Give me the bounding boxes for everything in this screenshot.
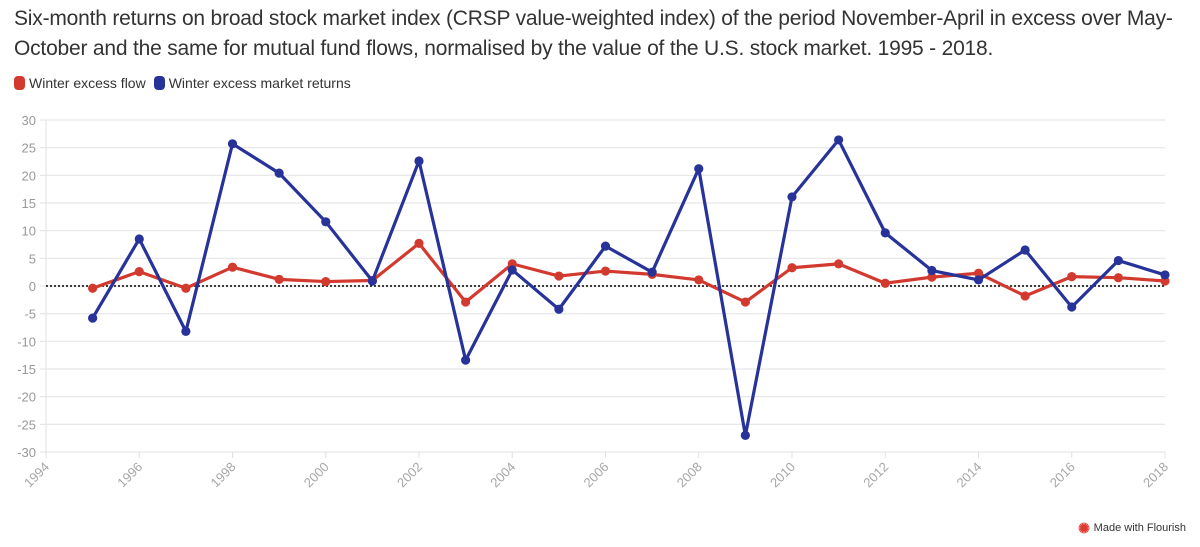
y-axis: 30 25 20 15 10 5 0 -5 -10 -15 -20 -25 -30 [17,113,47,460]
made-with-flourish[interactable]: Made with Flourish [1078,522,1186,534]
data-point-market-returns[interactable] [834,135,844,145]
legend-item-market-returns[interactable]: Winter excess market returns [153,75,351,91]
data-point-flow[interactable] [1020,291,1030,301]
data-point-market-returns[interactable] [227,139,238,149]
data-point-flow[interactable] [414,238,424,248]
data-point-flow[interactable] [927,272,937,282]
x-tick-label: 1996 [114,459,145,490]
x-tick-label: 2018 [1140,459,1171,490]
data-point-market-returns[interactable] [740,430,750,440]
y-tick-label: -30 [17,445,36,460]
data-point-flow[interactable] [461,297,471,307]
data-point-flow[interactable] [134,267,144,277]
x-axis: 1994 1996 1998 2000 2002 2004 2006 2008 2010 2012… [21,452,1171,490]
legend-label-market-returns: Winter excess market returns [168,75,351,91]
data-point-flow[interactable] [973,268,984,278]
x-tick-label: 1998 [208,459,239,490]
data-point-market-returns[interactable] [1113,255,1123,266]
series-flow [88,238,1170,307]
y-tick-label: 5 [29,251,36,266]
data-point-market-returns[interactable] [274,168,284,178]
x-tick-label: 2012 [860,459,891,490]
y-tick-label: 25 [22,141,36,156]
series-line-flow [91,241,1167,304]
data-point-flow[interactable] [787,263,797,273]
x-tick-label: 2008 [674,459,705,490]
data-point-market-returns[interactable] [1020,245,1030,255]
x-tick-label: 2006 [581,459,612,490]
data-point-market-returns[interactable] [414,156,424,166]
data-point-market-returns[interactable] [554,304,564,314]
legend: Winter excess flow Winter excess market … [14,75,359,91]
data-point-flow[interactable] [88,283,98,293]
x-tick-label: 2002 [394,459,425,490]
data-point-flow[interactable] [834,259,844,269]
data-point-market-returns[interactable] [181,326,191,336]
data-point-market-returns[interactable] [880,228,890,238]
data-point-market-returns[interactable] [367,276,377,286]
y-tick-label: 0 [29,279,36,294]
data-point-market-returns[interactable] [321,217,331,227]
data-point-market-returns[interactable] [461,355,471,365]
data-point-flow[interactable] [880,278,890,288]
y-tick-label: -25 [17,417,36,432]
series-line-market-returns [91,138,1167,437]
x-tick-label: 2016 [1047,459,1078,490]
y-tick-label: -20 [17,390,36,405]
y-tick-label: 30 [22,113,36,128]
data-point-flow[interactable] [321,276,331,287]
y-tick-label: 20 [22,168,36,183]
data-point-market-returns[interactable] [1067,302,1077,312]
x-tick-label: 2004 [487,459,518,490]
data-point-flow[interactable] [227,262,238,272]
x-tick-label: 2000 [301,459,332,490]
legend-swatch-flow [14,76,25,90]
y-tick-label: -5 [24,307,36,322]
flourish-logo-icon [1078,522,1090,534]
data-point-flow[interactable] [274,274,284,284]
data-point-flow[interactable] [181,283,191,293]
y-tick-label: 15 [22,196,36,211]
gridlines [46,119,1165,453]
data-point-market-returns[interactable] [787,192,797,202]
data-point-flow[interactable] [694,275,704,285]
data-point-market-returns[interactable] [134,234,144,244]
data-point-market-returns[interactable] [694,164,704,174]
data-point-flow[interactable] [554,271,564,281]
chart-title: Six-month returns on broad stock market … [14,7,1173,60]
legend-label-flow: Winter excess flow [29,75,146,91]
data-point-market-returns[interactable] [973,275,984,285]
data-point-market-returns[interactable] [88,313,98,323]
data-point-market-returns[interactable] [1160,270,1170,280]
legend-item-flow[interactable]: Winter excess flow [14,75,146,91]
data-point-market-returns[interactable] [507,265,517,275]
data-point-flow[interactable] [740,297,750,307]
series-group [88,135,1170,440]
series-market-returns [88,135,1170,440]
data-point-market-returns[interactable] [927,265,937,276]
y-tick-label: -15 [17,362,36,377]
footer-label: Made with Flourish [1093,522,1186,534]
y-tick-label: 10 [22,224,36,239]
data-point-market-returns[interactable] [600,241,611,251]
data-point-flow[interactable] [1067,271,1077,282]
x-tick-label: 2014 [954,459,985,490]
data-point-market-returns[interactable] [647,267,657,277]
x-tick-label: 2010 [767,459,798,490]
legend-swatch-market-returns [153,76,165,90]
data-point-flow[interactable] [1113,273,1123,283]
x-tick-label: 1994 [21,459,52,490]
y-tick-label: -10 [17,334,36,349]
data-point-flow[interactable] [600,266,611,276]
